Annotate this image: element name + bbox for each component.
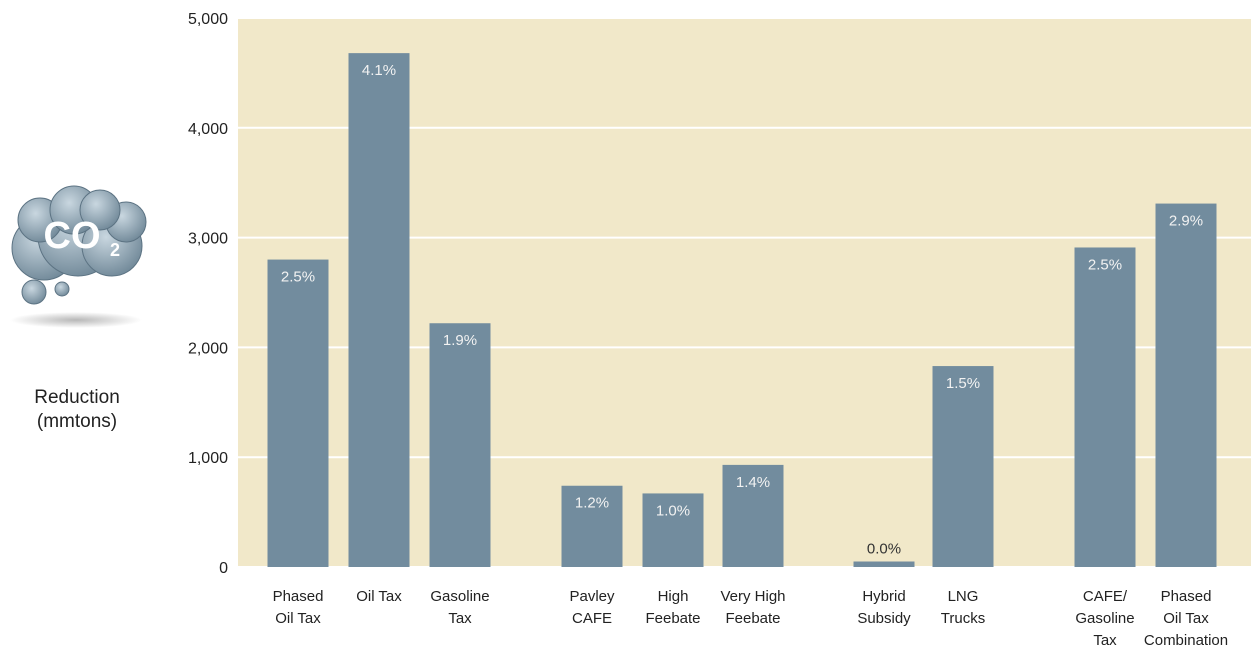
bar-value-label: 1.9% [443, 332, 477, 349]
x-tick-label: Gasoline [430, 588, 489, 605]
x-tick-label: Phased [1161, 588, 1212, 605]
bar-value-label: 0.0% [867, 541, 901, 558]
x-tick-label: Oil Tax [356, 588, 402, 605]
bar [853, 561, 915, 567]
x-tick-label: Subsidy [857, 610, 911, 627]
x-tick-label: Very High [720, 588, 785, 605]
x-tick-label: LNG [948, 588, 979, 605]
y-tick-label: 3,000 [188, 231, 228, 248]
x-tick-label: Combination [1144, 632, 1228, 649]
co2-cloud-icon: CO 2 [10, 185, 147, 328]
x-tick-label: Tax [448, 610, 472, 627]
bar-value-label: 2.5% [1088, 256, 1122, 273]
x-tick-label: Feebate [725, 610, 780, 627]
bar [267, 259, 329, 567]
x-tick-label: Oil Tax [275, 610, 321, 627]
icon-text: CO [44, 215, 101, 257]
bar-value-label: 1.5% [946, 375, 980, 392]
cloud-puff [79, 189, 121, 231]
bar [429, 323, 491, 567]
x-tick-label: Oil Tax [1163, 610, 1209, 627]
icon-subscript: 2 [110, 240, 120, 260]
y-axis-label: Reduction (mmtons) [14, 386, 140, 434]
y-tick-label: 5,000 [188, 11, 228, 28]
bar [1074, 247, 1136, 567]
x-tick-label: High [658, 588, 689, 605]
bar-value-label: 2.9% [1169, 213, 1203, 230]
x-tick-label: Tax [1093, 632, 1117, 649]
x-tick-label: Gasoline [1075, 610, 1134, 627]
y-tick-label: 2,000 [188, 340, 228, 357]
bar [1155, 203, 1217, 567]
bar [642, 493, 704, 567]
bar-value-label: 4.1% [362, 62, 396, 79]
bar [348, 53, 410, 568]
x-tick-label: Hybrid [862, 588, 905, 605]
cloud-bubble-small [54, 281, 70, 297]
y-tick-label: 0 [219, 560, 228, 577]
bar-value-label: 2.5% [281, 269, 315, 286]
bar-value-label: 1.2% [575, 495, 609, 512]
x-tick-label: Pavley [569, 588, 615, 605]
x-tick-label: Feebate [645, 610, 700, 627]
bar [932, 366, 994, 567]
icon-shadow [10, 312, 142, 328]
bar [722, 464, 784, 567]
y-axis-label-line-2: (mmtons) [36, 411, 118, 432]
y-tick-label: 4,000 [188, 121, 228, 138]
y-tick-label: 1,000 [188, 450, 228, 467]
x-tick-label: CAFE/ [1083, 588, 1128, 605]
x-tick-label: CAFE [572, 610, 612, 627]
y-axis-label-line-1: Reduction [34, 387, 120, 408]
bar-value-label: 1.0% [656, 502, 690, 519]
bar [561, 485, 623, 567]
bar-value-label: 1.4% [736, 474, 770, 491]
x-tick-label: Trucks [941, 610, 985, 627]
x-tick-label: Phased [273, 588, 324, 605]
cloud-bubble-large [21, 279, 47, 305]
